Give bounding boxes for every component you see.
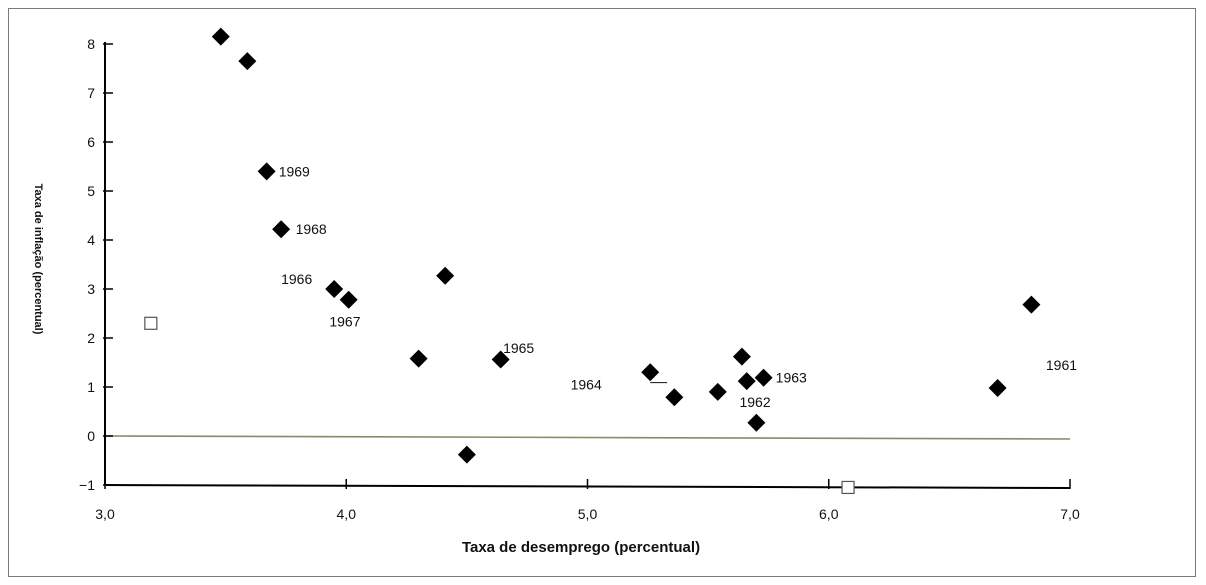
y-tick-label: 7 bbox=[87, 85, 95, 101]
data-point bbox=[708, 382, 727, 401]
x-tick-label: 4,0 bbox=[337, 506, 357, 522]
data-point bbox=[641, 363, 660, 382]
ticks: −1 0 1 2 3 4 5 6 7 8 3,0 4,0 5,0 6,0 7,0 bbox=[79, 36, 1080, 522]
y-tick-label: 5 bbox=[87, 183, 95, 199]
x-axis-label: Taxa de desemprego (percentual) bbox=[462, 539, 700, 556]
data-point bbox=[988, 378, 1007, 397]
year-annotation: 1967 bbox=[329, 313, 360, 329]
year-annotation: 1965 bbox=[503, 340, 534, 356]
data-point bbox=[325, 280, 344, 298]
year-annotation: 1968 bbox=[296, 221, 327, 237]
year-annotation: 1966 bbox=[281, 271, 312, 287]
hollow-point bbox=[841, 480, 855, 495]
x-tick-label: 6,0 bbox=[819, 506, 839, 522]
data-point bbox=[1022, 295, 1041, 314]
point-annotations: 1969 1968 1966 1967 1965 1964 1963 1962 1961 bbox=[279, 163, 1078, 410]
data-point bbox=[211, 27, 230, 46]
year-annotation: 1961 bbox=[1046, 357, 1077, 373]
x-tick-label: 7,0 bbox=[1060, 506, 1080, 522]
data-point bbox=[436, 266, 455, 285]
data-point bbox=[339, 290, 358, 309]
data-points bbox=[144, 27, 1041, 495]
data-point bbox=[272, 220, 291, 239]
data-point bbox=[257, 162, 276, 181]
data-point bbox=[491, 350, 510, 369]
year-annotation: 1964 bbox=[571, 377, 602, 393]
y-tick-label: 2 bbox=[87, 330, 95, 346]
x-tick-label: 5,0 bbox=[578, 506, 598, 522]
y-tick-label: 0 bbox=[87, 428, 95, 444]
zero-line bbox=[104, 435, 1071, 440]
y-tick-label: 1 bbox=[87, 379, 95, 395]
data-point bbox=[737, 372, 756, 391]
y-tick-label: 6 bbox=[87, 134, 95, 150]
hollow-point bbox=[144, 316, 158, 330]
data-point bbox=[754, 368, 773, 387]
y-tick-label: 8 bbox=[87, 36, 95, 52]
y-axis-label: Taxa de inflação (percentual) bbox=[32, 184, 44, 335]
year-annotation: 1963 bbox=[776, 370, 807, 386]
year-annotation: 1969 bbox=[279, 163, 310, 179]
axes bbox=[104, 42, 1071, 489]
data-point bbox=[238, 52, 257, 71]
y-tick-label: 3 bbox=[87, 281, 95, 297]
data-point bbox=[457, 445, 476, 464]
y-tick-label: −1 bbox=[79, 477, 95, 493]
data-point bbox=[732, 347, 751, 366]
data-point bbox=[665, 388, 684, 407]
x-tick-label: 3,0 bbox=[95, 506, 115, 522]
data-point bbox=[409, 349, 428, 368]
year-annotation: 1962 bbox=[739, 394, 770, 410]
chart-frame: −1 0 1 2 3 4 5 6 7 8 3,0 4,0 5,0 6,0 7,0 1969 1968 1966 1… bbox=[8, 8, 1196, 577]
data-point bbox=[747, 413, 766, 432]
y-tick-label: 4 bbox=[87, 232, 95, 248]
